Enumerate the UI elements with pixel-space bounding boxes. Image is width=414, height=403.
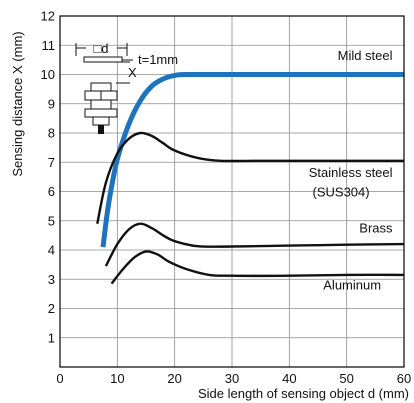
y-tick-label-6: 6 <box>48 184 55 199</box>
axis-labels: Side length of sensing object d (mm) Sen… <box>10 31 409 401</box>
diagram-side-label: □d <box>93 41 108 56</box>
diagram-sensor-nut-lower <box>84 108 118 118</box>
x-tick-label-50: 50 <box>339 371 353 386</box>
y-tick-label-5: 5 <box>48 213 55 228</box>
y-tick-label-7: 7 <box>48 155 55 170</box>
y-tick-label-2: 2 <box>48 301 55 316</box>
series-line-0 <box>100 71 404 248</box>
y-tick-label-4: 4 <box>48 243 55 258</box>
diagram-sensor-cable <box>98 125 104 134</box>
diagram-distance-label: X <box>128 65 137 80</box>
series-line-3 <box>110 250 405 285</box>
x-axis-label: Side length of sensing object d (mm) <box>198 386 409 401</box>
y-tick-label-10: 10 <box>41 67 55 82</box>
series-line-1 <box>96 131 404 224</box>
series-label-4: Aluminum <box>323 277 381 292</box>
y-tick-label-8: 8 <box>48 126 55 141</box>
y-tick-label-1: 1 <box>48 330 55 345</box>
diagram-sensor-body <box>90 99 112 110</box>
series-label-2: (SUS304) <box>313 184 370 199</box>
x-tick-label-60: 60 <box>397 371 411 386</box>
series-label-3: Brass <box>359 220 393 235</box>
diagram-sensor-head <box>90 82 112 92</box>
series-label-1: Stainless steel <box>309 165 393 180</box>
x-tick-label-30: 30 <box>225 371 239 386</box>
y-tick-label-11: 11 <box>42 38 56 53</box>
diagram-target-plate <box>83 56 123 63</box>
y-tick-label-3: 3 <box>48 272 55 287</box>
series-line-2 <box>104 222 405 267</box>
y-tick-label-12: 12 <box>41 9 55 24</box>
x-tick-label-40: 40 <box>282 371 296 386</box>
series-label-0: Mild steel <box>338 48 393 63</box>
y-tick-label-9: 9 <box>48 96 55 111</box>
series-group <box>96 71 405 285</box>
diagram-sensor-tail <box>92 116 110 126</box>
diagram-thickness-label: t=1mm <box>138 52 178 67</box>
sensor-diagram: □d t=1mm X <box>75 41 178 134</box>
y-axis-label: Sensing distance X (mm) <box>10 31 25 176</box>
x-tick-label-0: 0 <box>56 371 63 386</box>
series-labels: Mild steel Stainless steel (SUS304) Brass Al… <box>309 48 393 293</box>
x-tick-label-20: 20 <box>167 371 181 386</box>
x-tick-label-10: 10 <box>110 371 124 386</box>
plot-frame <box>59 15 405 368</box>
